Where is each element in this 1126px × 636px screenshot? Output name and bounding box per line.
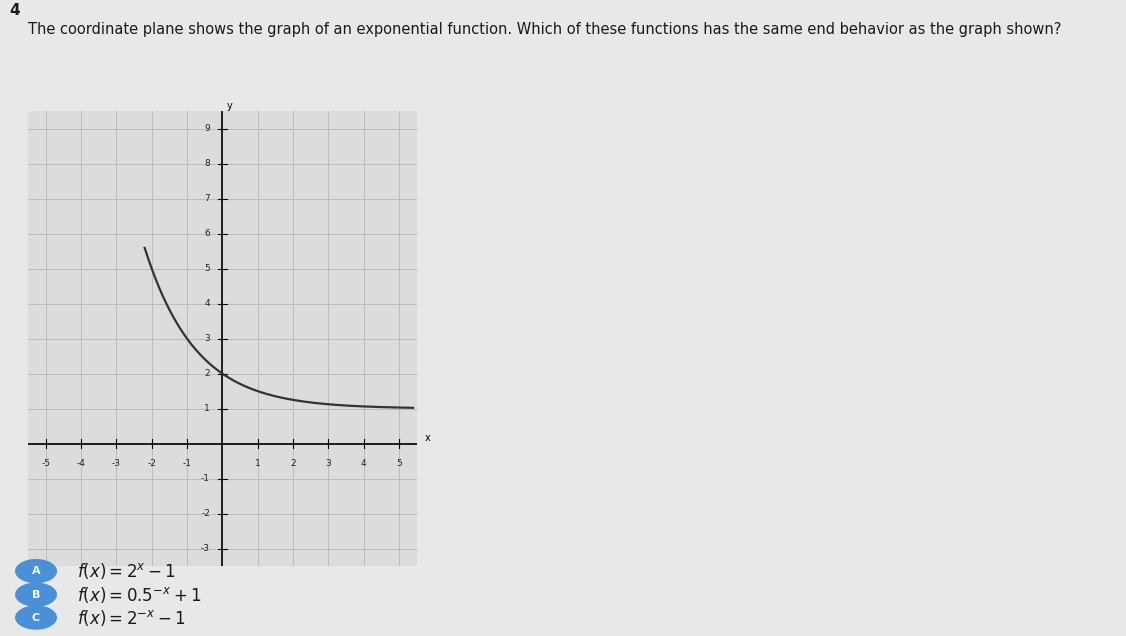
Text: A: A (32, 566, 41, 576)
Text: 7: 7 (204, 194, 211, 204)
Text: C: C (32, 612, 41, 623)
Text: 2: 2 (291, 459, 296, 468)
Text: 5: 5 (204, 264, 211, 273)
Text: x: x (425, 433, 430, 443)
Text: $f(x)=0.5^{-x}+1$: $f(x)=0.5^{-x}+1$ (77, 584, 200, 605)
Text: -4: -4 (77, 459, 86, 468)
Text: 6: 6 (204, 229, 211, 238)
Text: 4: 4 (205, 299, 211, 308)
Text: The coordinate plane shows the graph of an exponential function. Which of these : The coordinate plane shows the graph of … (28, 22, 1062, 38)
Text: 9: 9 (204, 124, 211, 134)
Text: -3: -3 (111, 459, 120, 468)
Text: -1: -1 (202, 474, 211, 483)
Text: -2: -2 (148, 459, 157, 468)
Text: 2: 2 (205, 369, 211, 378)
Text: $f(x)=2^x-1$: $f(x)=2^x-1$ (77, 561, 176, 581)
Text: -1: -1 (182, 459, 191, 468)
Text: 4: 4 (9, 3, 19, 18)
Text: 3: 3 (325, 459, 331, 468)
Text: 5: 5 (396, 459, 402, 468)
Text: y: y (226, 101, 232, 111)
Text: 3: 3 (204, 334, 211, 343)
Text: -2: -2 (202, 509, 211, 518)
Text: B: B (32, 590, 41, 600)
Text: -5: -5 (42, 459, 51, 468)
Text: 8: 8 (204, 159, 211, 169)
Text: -3: -3 (202, 544, 211, 553)
Text: $f(x)=2^{-x}-1$: $f(x)=2^{-x}-1$ (77, 607, 185, 628)
Text: 4: 4 (360, 459, 366, 468)
Text: 1: 1 (254, 459, 260, 468)
Text: 1: 1 (204, 404, 211, 413)
